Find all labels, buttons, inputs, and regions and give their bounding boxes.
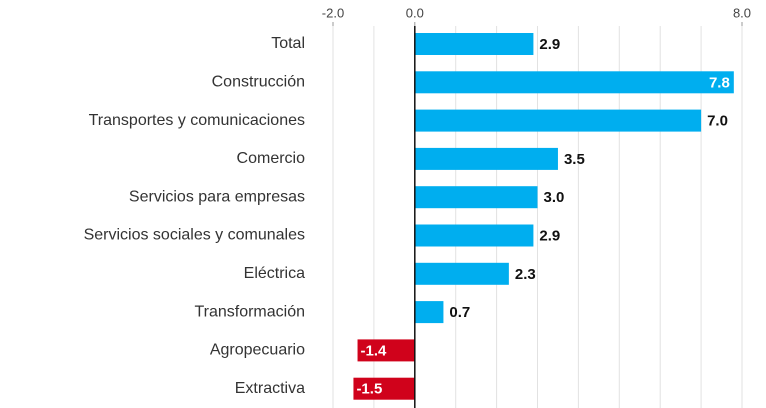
category-label: Total [271, 35, 305, 52]
category-label: Comercio [237, 150, 306, 167]
value-label: 3.5 [564, 151, 585, 168]
value-label: 7.0 [707, 113, 728, 130]
category-label: Agropecuario [210, 342, 305, 359]
bar [414, 109, 702, 132]
bar [414, 224, 534, 247]
value-label: -1.4 [361, 342, 388, 359]
category-label: Construcción [212, 74, 305, 91]
bar [414, 262, 509, 285]
bar [414, 147, 558, 170]
category-label: Transportes y comunicaciones [89, 112, 305, 129]
category-label: Extractiva [235, 380, 305, 397]
bar [353, 377, 415, 400]
bar [414, 71, 734, 94]
bar [357, 339, 415, 362]
x-tick-label: 8.0 [733, 5, 751, 20]
category-label: Eléctrica [244, 265, 305, 282]
category-label: Servicios sociales y comunales [84, 227, 305, 244]
bar [414, 33, 534, 55]
value-label: 7.8 [709, 74, 730, 91]
x-tick-label: 0.0 [406, 5, 424, 20]
category-label: Transformación [194, 303, 305, 320]
value-label: 0.7 [449, 304, 470, 321]
bar [414, 186, 538, 209]
category-label: Servicios para empresas [129, 188, 305, 205]
value-label: 3.0 [544, 189, 565, 206]
x-tick-label: -2.0 [322, 5, 344, 20]
value-label: 2.3 [515, 266, 536, 283]
value-label: -1.5 [356, 381, 382, 398]
value-label: 2.9 [539, 227, 560, 244]
value-label: 2.9 [539, 36, 560, 53]
bar [414, 301, 444, 324]
